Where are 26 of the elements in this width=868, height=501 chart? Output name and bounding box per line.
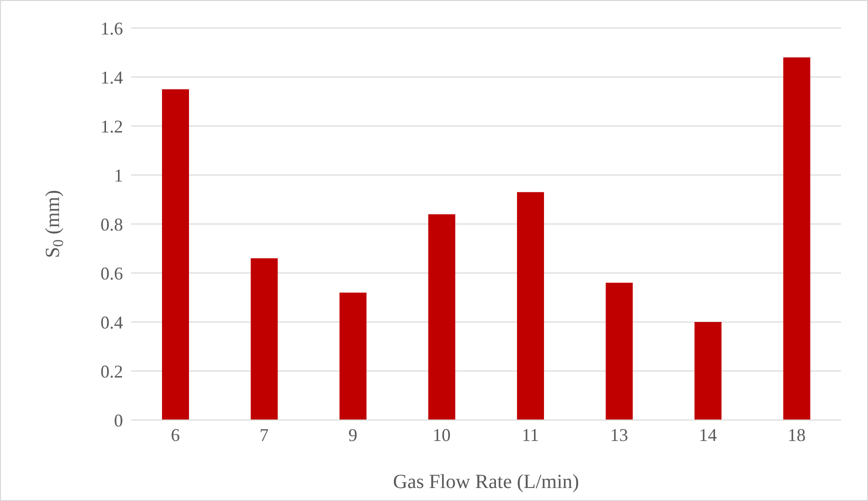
bar <box>694 322 722 420</box>
y-tick-label: 0.6 <box>100 263 123 284</box>
bar <box>783 57 810 420</box>
y-tick-label: 0.2 <box>100 361 123 382</box>
y-tick-label: 0 <box>114 410 123 430</box>
x-tick-label: 9 <box>348 424 358 445</box>
y-tick-label: 1.4 <box>100 67 123 88</box>
x-tick-label: 6 <box>170 424 180 445</box>
y-tick-label: 1.6 <box>100 18 123 38</box>
x-tick-label: 14 <box>698 424 717 445</box>
x-tick-label: 13 <box>610 424 628 445</box>
x-tick-label: 7 <box>260 424 269 445</box>
x-tick-label: 18 <box>788 424 806 445</box>
bar <box>250 258 278 420</box>
y-tick-label: 1 <box>114 165 123 186</box>
bar <box>162 89 189 420</box>
bar <box>428 214 456 420</box>
y-tick-label: 1.2 <box>100 116 123 136</box>
x-tick-label: 11 <box>522 424 540 445</box>
bar <box>517 192 544 420</box>
y-tick-label: 0.4 <box>100 312 123 332</box>
y-tick-label: 0.8 <box>100 214 123 234</box>
bar <box>340 292 366 420</box>
x-tick-label: 10 <box>432 424 451 445</box>
bar <box>606 282 633 420</box>
x-axis-title: Gas Flow Rate (L/min) <box>392 471 580 493</box>
